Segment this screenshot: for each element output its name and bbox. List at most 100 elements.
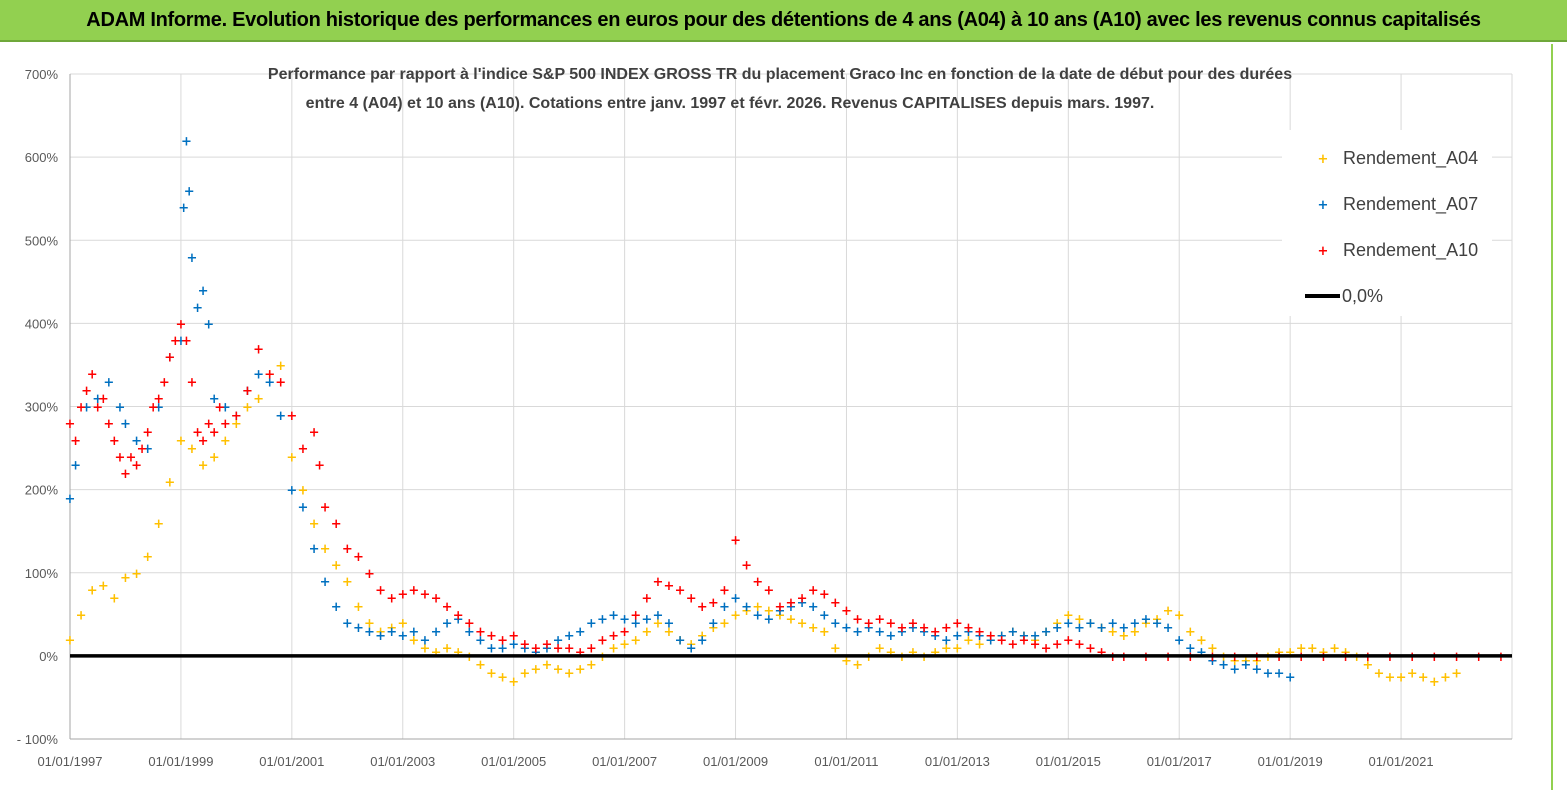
data-point: +: [131, 459, 142, 474]
data-point: +: [1285, 671, 1296, 686]
data-point: +: [819, 608, 830, 623]
data-point: +: [619, 612, 630, 627]
points-layer: +++ +++ +++++++++++++++++++++++ + +++ + + +++ + +…: [65, 135, 1512, 690]
data-point: +: [619, 625, 630, 640]
data-point: +: [181, 334, 192, 349]
data-point: +: [1085, 617, 1096, 632]
data-point: +: [320, 575, 331, 590]
data-point: +: [1096, 646, 1107, 661]
data-point: +: [763, 612, 774, 627]
data-point: +: [1074, 612, 1085, 627]
data-point: +: [109, 592, 120, 607]
data-point: +: [963, 621, 974, 636]
data-point: +: [908, 646, 919, 661]
data-point: +: [120, 571, 131, 586]
data-point: +: [519, 637, 530, 652]
data-point: +: [652, 608, 663, 623]
data-point: +: [342, 575, 353, 590]
data-point: +: [985, 633, 996, 648]
data-point: +: [1307, 642, 1318, 657]
data-point: +: [608, 608, 619, 623]
legend-swatch-marker: +: [1318, 244, 1329, 259]
data-point: +: [386, 592, 397, 607]
data-point: +: [741, 558, 752, 573]
data-point: +: [1152, 612, 1163, 627]
data-point: +: [431, 592, 442, 607]
data-point: +: [708, 617, 719, 632]
x-tick-label: 01/01/2017: [1147, 754, 1212, 769]
data-point: +: [486, 667, 497, 682]
data-point: +: [1007, 625, 1018, 640]
data-point: +: [952, 617, 963, 632]
data-point: +: [114, 401, 125, 416]
data-point: +: [1207, 642, 1218, 657]
data-point: +: [874, 642, 885, 657]
data-point: +: [253, 392, 264, 407]
data-point: +: [264, 367, 275, 382]
data-point: +: [153, 392, 164, 407]
data-point: +: [297, 442, 308, 457]
data-point: +: [664, 625, 675, 640]
data-point: +: [542, 642, 553, 657]
data-point: +: [1174, 633, 1185, 648]
data-point: +: [175, 317, 186, 332]
data-point: +: [874, 625, 885, 640]
data-point: +: [170, 334, 181, 349]
data-point: +: [231, 417, 242, 432]
data-point: +: [930, 646, 941, 661]
data-point: +: [275, 359, 286, 374]
data-point: +: [87, 367, 98, 382]
data-point: +: [1007, 625, 1018, 640]
data-point: +: [342, 542, 353, 557]
data-point: +: [819, 625, 830, 640]
data-point: +: [187, 442, 198, 457]
data-point: +: [530, 662, 541, 677]
data-point: +: [1196, 633, 1207, 648]
data-point: +: [442, 617, 453, 632]
data-point: +: [641, 592, 652, 607]
data-point: +: [1385, 671, 1396, 686]
data-point: +: [885, 629, 896, 644]
x-tick-label: 01/01/1999: [148, 754, 213, 769]
axis-layer: - 100% 0% 100% 200% 300% 400% 500% 600% 700% 01/0…: [17, 67, 1512, 769]
data-point: +: [697, 600, 708, 615]
data-point: +: [1240, 658, 1251, 673]
data-point: +: [1318, 646, 1329, 661]
data-point: +: [1129, 617, 1140, 632]
data-point: +: [65, 492, 76, 507]
data-point: +: [786, 596, 797, 611]
data-point: +: [1030, 633, 1041, 648]
data-point: +: [797, 592, 808, 607]
data-point: +: [752, 608, 763, 623]
data-point: +: [1052, 617, 1063, 632]
data-point: +: [708, 621, 719, 636]
data-point: +: [76, 608, 87, 623]
x-tick-label: 01/01/1997: [37, 754, 102, 769]
data-point: +: [98, 392, 109, 407]
data-point: +: [519, 667, 530, 682]
data-point: +: [508, 637, 519, 652]
legend-entry-label: 0,0%: [1342, 286, 1383, 306]
data-point: +: [486, 642, 497, 657]
data-point: +: [985, 629, 996, 644]
data-point: +: [375, 583, 386, 598]
data-point: +: [1396, 671, 1407, 686]
data-point: +: [1041, 625, 1052, 640]
data-point: +: [220, 401, 231, 416]
data-point: +: [863, 617, 874, 632]
data-point: +: [1041, 642, 1052, 657]
data-point: +: [420, 588, 431, 603]
chart-title-group: Performance par rapport à l'indice S&P 5…: [268, 66, 1292, 112]
data-point: +: [919, 625, 930, 640]
data-point: +: [774, 600, 785, 615]
data-point: +: [192, 301, 203, 316]
data-point: +: [1118, 621, 1129, 636]
data-point: +: [1129, 625, 1140, 640]
data-point: +: [175, 434, 186, 449]
data-point: +: [608, 642, 619, 657]
data-point: +: [752, 600, 763, 615]
data-point: +: [1018, 629, 1029, 644]
data-point: +: [1429, 675, 1440, 690]
data-point: +: [885, 646, 896, 661]
data-point: +: [475, 625, 486, 640]
